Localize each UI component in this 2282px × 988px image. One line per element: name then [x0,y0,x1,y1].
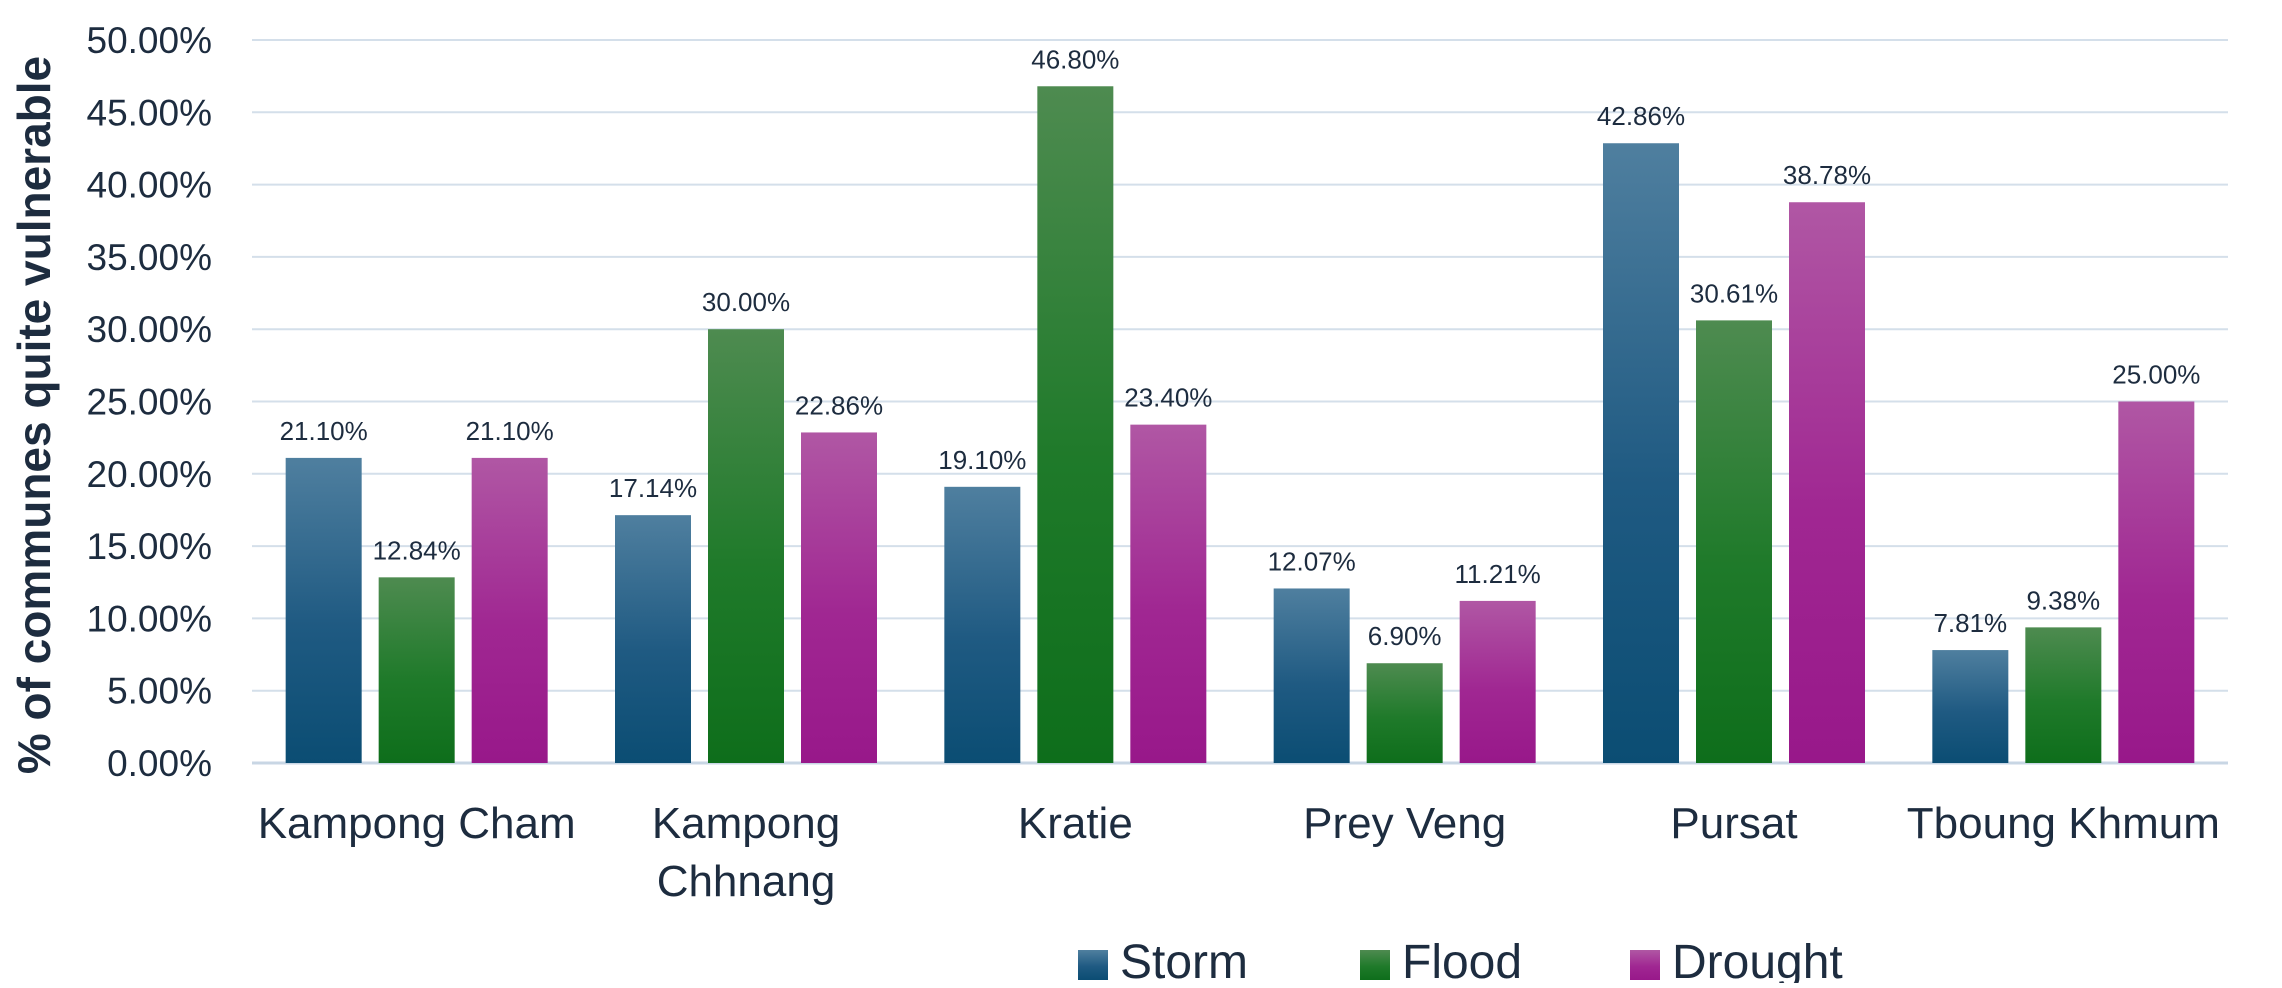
y-tick-label: 0.00% [107,743,212,784]
bar-flood-2 [1037,86,1114,764]
data-label: 11.21% [1455,559,1541,589]
data-label: 21.10% [466,416,554,446]
legend-label-storm: Storm [1120,936,1248,983]
data-label: 9.38% [2026,585,2100,615]
data-label: 22.86% [795,390,883,420]
bar-storm-5 [1932,650,2009,763]
y-tick-label: 20.00% [87,454,213,495]
bar-flood-0 [378,577,455,763]
data-label: 19.10% [938,445,1026,475]
data-label: 21.10% [280,416,368,446]
data-label: 46.80% [1031,44,1119,74]
legend-swatch-drought [1630,950,1660,980]
data-label: 12.84% [373,535,461,565]
legend-swatch-flood [1360,950,1390,980]
x-tick-label: Pursat [1670,799,1797,848]
y-axis-ticks: 0.00% 5.00% 10.00% 15.00% 20.00% 25.00% 30.00%… [87,20,213,784]
data-label: 42.86% [1597,101,1685,131]
x-tick-label: Kratie [1018,799,1133,848]
y-tick-label: 50.00% [87,20,213,61]
y-axis-title: % of communes quite vulnerable [8,56,60,774]
bar-drought-4 [1789,202,1865,763]
bar-flood-5 [2025,627,2102,763]
bar-storm-1 [615,515,691,763]
data-label: 6.90% [1368,621,1442,651]
gridlines [252,39,2228,765]
bar-flood-3 [1366,663,1443,763]
data-label: 30.61% [1690,278,1778,308]
y-tick-label: 10.00% [87,598,213,639]
legend-label-flood: Flood [1402,936,1522,983]
data-label: 7.81% [1933,608,2007,638]
x-tick-label: Tboung Khmum [1907,799,2220,848]
bar-drought-2 [1130,424,1207,763]
bar-drought-1 [801,432,877,763]
bar-flood-4 [1696,320,1772,763]
data-label: 12.07% [1268,546,1356,576]
data-labels: 21.10% 12.84% 21.10% 17.14% 30.00% 22.86% 19.1… [280,44,2201,651]
x-tick-label: Kampong Cham [258,799,576,848]
bar-drought-0 [471,457,548,763]
y-tick-label: 15.00% [87,526,213,567]
bar-storm-3 [1273,588,1350,763]
y-tick-label: 30.00% [87,309,213,350]
data-label: 23.40% [1124,383,1212,413]
legend-swatch-storm [1078,950,1108,980]
data-label: 17.14% [609,473,697,503]
bar-drought-3 [1459,600,1536,763]
bar-storm-0 [285,457,362,763]
legend-label-drought: Drought [1672,936,1843,983]
y-tick-label: 5.00% [107,671,212,712]
y-tick-label: 40.00% [87,165,213,206]
bar-storm-4 [1603,143,1679,764]
data-label: 30.00% [702,287,790,317]
bar-flood-1 [708,329,784,763]
y-tick-label: 45.00% [87,92,213,133]
data-label: 38.78% [1783,160,1871,190]
y-tick-label: 25.00% [87,382,213,423]
bar-storm-2 [944,486,1021,763]
y-tick-label: 35.00% [87,237,213,278]
legend: Storm Flood Drought [1078,936,1843,988]
x-tick-label: Prey Veng [1303,799,1506,848]
x-axis-ticks: Kampong Cham Kampong Chhnang Kratie Prey Ven… [258,799,2220,906]
x-tick-label: Kampong Chhnang [652,799,840,906]
bar-drought-5 [2118,401,2195,763]
bars [285,86,2195,764]
data-label: 25.00% [2112,360,2200,390]
